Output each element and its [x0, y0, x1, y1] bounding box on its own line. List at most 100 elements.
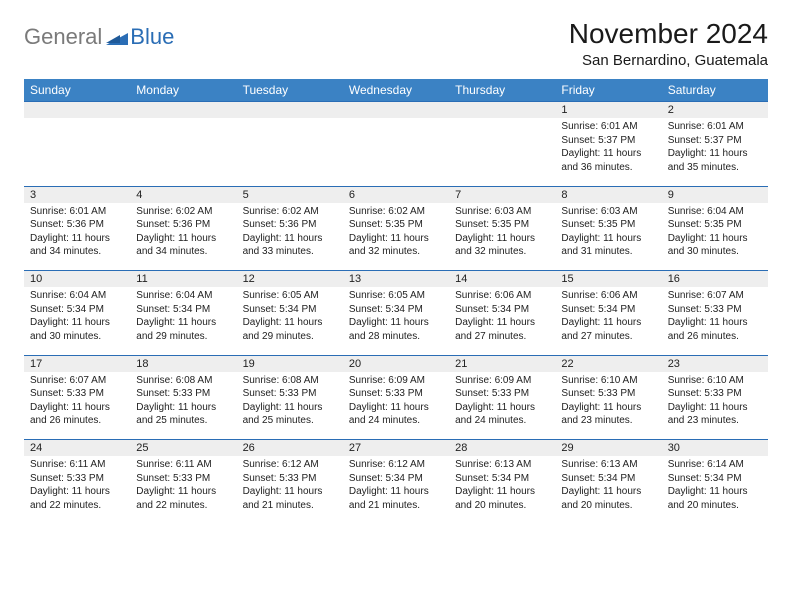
day-body-cell: Sunrise: 6:02 AMSunset: 5:35 PMDaylight:…	[343, 203, 449, 271]
day-number-cell	[237, 102, 343, 119]
daylight-text: Daylight: 11 hours and 20 minutes.	[668, 485, 762, 512]
day-number-cell: 29	[555, 440, 661, 457]
day-body-row: Sunrise: 6:11 AMSunset: 5:33 PMDaylight:…	[24, 456, 768, 524]
day-number-row: 10111213141516	[24, 271, 768, 288]
day-number-cell	[130, 102, 236, 119]
sunrise-text: Sunrise: 6:13 AM	[455, 458, 549, 472]
day-body-cell: Sunrise: 6:02 AMSunset: 5:36 PMDaylight:…	[130, 203, 236, 271]
day-number-cell	[24, 102, 130, 119]
day-number-cell: 8	[555, 186, 661, 203]
day-number-cell: 10	[24, 271, 130, 288]
sunset-text: Sunset: 5:36 PM	[30, 218, 124, 232]
day-number-row: 12	[24, 102, 768, 119]
daylight-text: Daylight: 11 hours and 34 minutes.	[30, 232, 124, 259]
day-body-cell: Sunrise: 6:03 AMSunset: 5:35 PMDaylight:…	[449, 203, 555, 271]
sunrise-text: Sunrise: 6:08 AM	[243, 374, 337, 388]
sunrise-text: Sunrise: 6:12 AM	[349, 458, 443, 472]
sunrise-text: Sunrise: 6:08 AM	[136, 374, 230, 388]
sunrise-text: Sunrise: 6:04 AM	[30, 289, 124, 303]
day-body-cell	[130, 118, 236, 186]
daylight-text: Daylight: 11 hours and 33 minutes.	[243, 232, 337, 259]
weekday-header: Wednesday	[343, 79, 449, 102]
sunrise-text: Sunrise: 6:07 AM	[668, 289, 762, 303]
day-number-cell: 13	[343, 271, 449, 288]
day-body-cell	[449, 118, 555, 186]
title-block: November 2024 San Bernardino, Guatemala	[569, 18, 768, 69]
weekday-header: Friday	[555, 79, 661, 102]
day-body-cell: Sunrise: 6:01 AMSunset: 5:37 PMDaylight:…	[555, 118, 661, 186]
sunrise-text: Sunrise: 6:02 AM	[136, 205, 230, 219]
day-body-cell: Sunrise: 6:02 AMSunset: 5:36 PMDaylight:…	[237, 203, 343, 271]
sunset-text: Sunset: 5:35 PM	[455, 218, 549, 232]
sunset-text: Sunset: 5:33 PM	[30, 472, 124, 486]
sunrise-text: Sunrise: 6:02 AM	[349, 205, 443, 219]
month-title: November 2024	[569, 18, 768, 50]
sunset-text: Sunset: 5:37 PM	[561, 134, 655, 148]
sunrise-text: Sunrise: 6:14 AM	[668, 458, 762, 472]
day-number-cell: 9	[662, 186, 768, 203]
day-number-cell: 30	[662, 440, 768, 457]
sunset-text: Sunset: 5:33 PM	[455, 387, 549, 401]
daylight-text: Daylight: 11 hours and 26 minutes.	[30, 401, 124, 428]
weekday-header: Monday	[130, 79, 236, 102]
sunset-text: Sunset: 5:35 PM	[668, 218, 762, 232]
day-number-cell	[449, 102, 555, 119]
sunset-text: Sunset: 5:33 PM	[668, 387, 762, 401]
daylight-text: Daylight: 11 hours and 23 minutes.	[561, 401, 655, 428]
weekday-header: Saturday	[662, 79, 768, 102]
sunset-text: Sunset: 5:37 PM	[668, 134, 762, 148]
sunset-text: Sunset: 5:34 PM	[349, 303, 443, 317]
day-body-cell: Sunrise: 6:09 AMSunset: 5:33 PMDaylight:…	[449, 372, 555, 440]
sunset-text: Sunset: 5:34 PM	[561, 472, 655, 486]
sunset-text: Sunset: 5:33 PM	[561, 387, 655, 401]
sunset-text: Sunset: 5:34 PM	[243, 303, 337, 317]
daylight-text: Daylight: 11 hours and 24 minutes.	[455, 401, 549, 428]
day-body-cell: Sunrise: 6:01 AMSunset: 5:36 PMDaylight:…	[24, 203, 130, 271]
sunset-text: Sunset: 5:35 PM	[561, 218, 655, 232]
weekday-header: Tuesday	[237, 79, 343, 102]
day-number-cell: 2	[662, 102, 768, 119]
sunrise-text: Sunrise: 6:11 AM	[30, 458, 124, 472]
sunrise-text: Sunrise: 6:09 AM	[455, 374, 549, 388]
sunrise-text: Sunrise: 6:06 AM	[561, 289, 655, 303]
day-number-cell: 14	[449, 271, 555, 288]
daylight-text: Daylight: 11 hours and 27 minutes.	[455, 316, 549, 343]
sunrise-text: Sunrise: 6:02 AM	[243, 205, 337, 219]
day-number-row: 24252627282930	[24, 440, 768, 457]
day-body-row: Sunrise: 6:01 AMSunset: 5:36 PMDaylight:…	[24, 203, 768, 271]
sunset-text: Sunset: 5:33 PM	[668, 303, 762, 317]
header: General Blue November 2024 San Bernardin…	[24, 18, 768, 69]
sunrise-text: Sunrise: 6:01 AM	[30, 205, 124, 219]
daylight-text: Daylight: 11 hours and 30 minutes.	[30, 316, 124, 343]
day-number-cell	[343, 102, 449, 119]
sunset-text: Sunset: 5:34 PM	[30, 303, 124, 317]
sunset-text: Sunset: 5:33 PM	[349, 387, 443, 401]
logo-text-general: General	[24, 24, 102, 50]
sunrise-text: Sunrise: 6:04 AM	[136, 289, 230, 303]
sunset-text: Sunset: 5:36 PM	[136, 218, 230, 232]
day-body-cell	[343, 118, 449, 186]
sunset-text: Sunset: 5:34 PM	[349, 472, 443, 486]
sunrise-text: Sunrise: 6:03 AM	[561, 205, 655, 219]
daylight-text: Daylight: 11 hours and 27 minutes.	[561, 316, 655, 343]
day-number-cell: 18	[130, 355, 236, 372]
daylight-text: Daylight: 11 hours and 35 minutes.	[668, 147, 762, 174]
day-body-cell: Sunrise: 6:04 AMSunset: 5:35 PMDaylight:…	[662, 203, 768, 271]
daylight-text: Daylight: 11 hours and 36 minutes.	[561, 147, 655, 174]
daylight-text: Daylight: 11 hours and 28 minutes.	[349, 316, 443, 343]
day-body-cell: Sunrise: 6:06 AMSunset: 5:34 PMDaylight:…	[555, 287, 661, 355]
daylight-text: Daylight: 11 hours and 24 minutes.	[349, 401, 443, 428]
day-number-cell: 1	[555, 102, 661, 119]
daylight-text: Daylight: 11 hours and 20 minutes.	[455, 485, 549, 512]
day-body-cell: Sunrise: 6:12 AMSunset: 5:34 PMDaylight:…	[343, 456, 449, 524]
sunset-text: Sunset: 5:33 PM	[136, 472, 230, 486]
day-number-cell: 26	[237, 440, 343, 457]
sunset-text: Sunset: 5:33 PM	[136, 387, 230, 401]
day-number-cell: 25	[130, 440, 236, 457]
logo-text-blue: Blue	[130, 24, 174, 50]
day-body-cell: Sunrise: 6:08 AMSunset: 5:33 PMDaylight:…	[130, 372, 236, 440]
day-body-cell: Sunrise: 6:10 AMSunset: 5:33 PMDaylight:…	[555, 372, 661, 440]
daylight-text: Daylight: 11 hours and 25 minutes.	[243, 401, 337, 428]
day-number-cell: 23	[662, 355, 768, 372]
day-number-cell: 4	[130, 186, 236, 203]
